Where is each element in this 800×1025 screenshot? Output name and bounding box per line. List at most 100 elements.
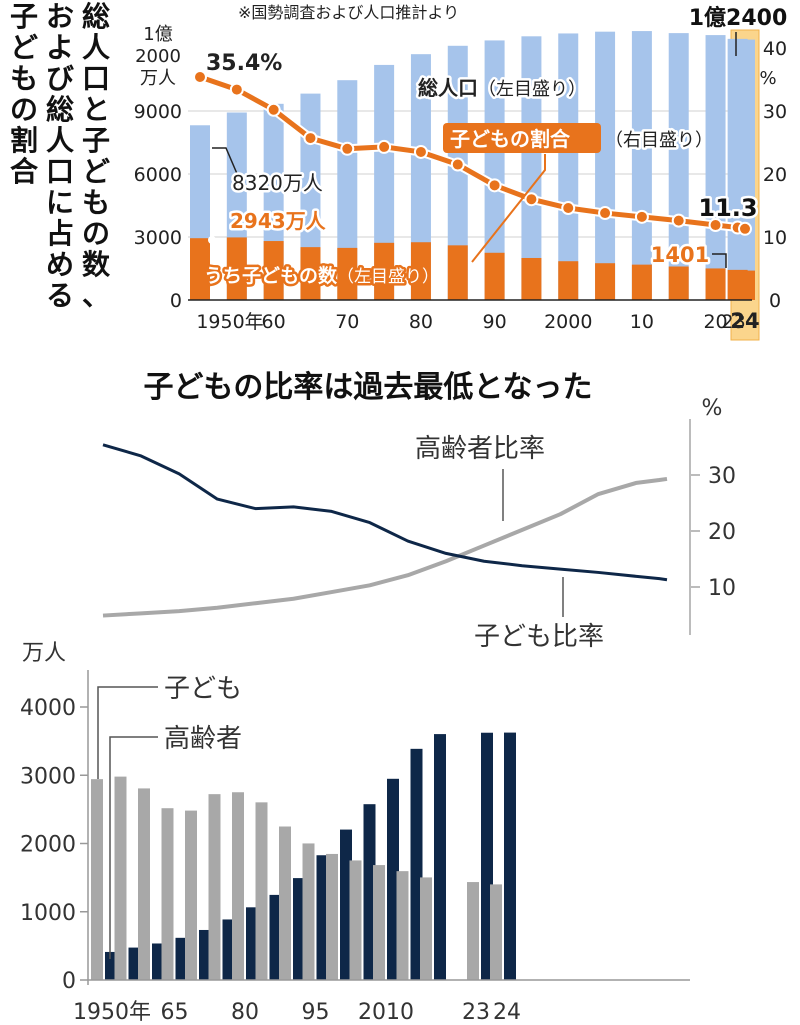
left-unit-line: 1億	[143, 24, 172, 45]
last-children-label: 1401	[651, 243, 709, 267]
left-tick-label: 0	[170, 290, 182, 312]
total-bar	[484, 40, 505, 300]
children-count-bar	[138, 788, 150, 980]
total-bar	[410, 54, 431, 301]
ratio-tick-label: 10	[708, 576, 736, 601]
x-tick-label: 10	[630, 311, 654, 333]
count-tick-label: 2000	[20, 833, 76, 858]
elderly-count-bar	[175, 937, 188, 980]
legend-children-name: うち子どもの数	[204, 264, 338, 287]
children-bar	[374, 242, 395, 300]
title-char: 合	[10, 155, 39, 188]
ratio-point	[487, 178, 502, 193]
x-tick-label: 80	[409, 311, 433, 333]
title-char: 口	[46, 155, 74, 188]
elderly-count-bar	[363, 804, 376, 980]
ratio-point	[193, 69, 207, 84]
children-count-bar	[114, 776, 127, 980]
ratio-lines	[102, 443, 668, 618]
total-bar	[374, 64, 395, 301]
elderly-count-bar	[222, 919, 235, 980]
left-tick-label: 6000	[134, 164, 182, 186]
leader-line	[97, 686, 158, 779]
title-char: も	[10, 62, 38, 95]
right-tick-label: 10	[763, 227, 787, 249]
children-count-bar	[373, 865, 385, 980]
elderly-count-bar	[152, 943, 164, 980]
ratio-point	[524, 192, 539, 207]
elderly-legend-label: 高齢者	[164, 724, 242, 754]
ratio-axis-unit: %	[702, 396, 723, 421]
count-tick-label: 1000	[20, 901, 76, 926]
count-axis-unit: 万人	[22, 641, 66, 666]
title-char: お	[46, 0, 74, 33]
legend-ratio-name: 子どもの割合	[450, 127, 571, 151]
children-bar	[337, 247, 358, 300]
children-count-bar	[279, 826, 291, 980]
title-char: 、	[82, 279, 110, 312]
last-ratio-label: 11.3	[698, 194, 757, 222]
title-char: に	[46, 186, 74, 219]
ratio-point	[634, 209, 649, 224]
title-char: の	[10, 93, 38, 126]
title-char: 人	[82, 31, 110, 64]
right-tick-label: 30	[763, 101, 787, 123]
ratio-tick-label: 30	[708, 464, 736, 489]
legend-children: うち子どもの数（左目盛り）	[204, 264, 439, 287]
elderly-count-bar	[293, 878, 305, 980]
legend-ratio-suffix: （右目盛り）	[605, 130, 713, 151]
chart-title: 子どもの比率は過去最低となった	[143, 370, 592, 405]
ratio-axis: % 10 20 30	[689, 396, 736, 635]
ratio-point	[738, 221, 752, 236]
children-bar	[263, 241, 284, 300]
children-count-bar	[208, 794, 221, 980]
legend-total: 総人口（左目盛り）	[418, 76, 586, 100]
elderly-count-bar	[316, 855, 329, 980]
ratio-point	[561, 201, 576, 216]
x-tick-label: 70	[335, 311, 359, 333]
ratio-tick-label: 20	[708, 520, 736, 545]
children-count-bar	[326, 853, 338, 980]
children-bar	[595, 263, 616, 300]
count-x-tick-label: 2010	[358, 1000, 414, 1025]
count-x-tick-label: 80	[231, 1000, 259, 1025]
total-bar	[705, 35, 726, 301]
x-tick-label: 24	[730, 309, 759, 333]
total-bar	[735, 39, 755, 300]
left-unit-line: 万人	[140, 68, 176, 89]
elderly-count-bar	[410, 748, 423, 980]
count-tick-label: 3000	[20, 764, 76, 789]
children-bar	[521, 257, 542, 300]
elderly-ratio-label: 高齢者比率	[415, 434, 545, 464]
count-tick-label: 0	[62, 969, 76, 994]
count-x-tick-label: 95	[302, 1000, 330, 1025]
child-ratio-label: 子ども比率	[474, 622, 604, 652]
total-bar	[595, 31, 616, 300]
title-char: と	[82, 93, 110, 126]
total-bar	[558, 33, 579, 301]
right-tick-label: 0	[769, 290, 781, 312]
children-count-bar	[467, 882, 479, 980]
title-char: ど	[10, 31, 38, 64]
leader-line	[471, 154, 546, 263]
right-tick-label: 40	[763, 38, 787, 60]
children-count-bar	[185, 810, 197, 980]
title-char: 占	[46, 217, 74, 250]
left-tick-label: 3000	[134, 227, 182, 249]
elderly-count-bar	[434, 734, 446, 980]
children-bar	[735, 270, 755, 300]
child-ratio-line	[102, 443, 668, 582]
children-count-bar	[232, 792, 244, 980]
total-bar	[337, 80, 358, 301]
left-unit-line: 2000	[135, 46, 181, 67]
total-population-bars	[190, 31, 755, 301]
elderly-count-bar	[128, 947, 141, 980]
title-char: め	[46, 248, 74, 281]
children-bar	[447, 245, 468, 300]
title-char: 総	[82, 0, 110, 33]
elderly-count-bar	[105, 951, 117, 980]
